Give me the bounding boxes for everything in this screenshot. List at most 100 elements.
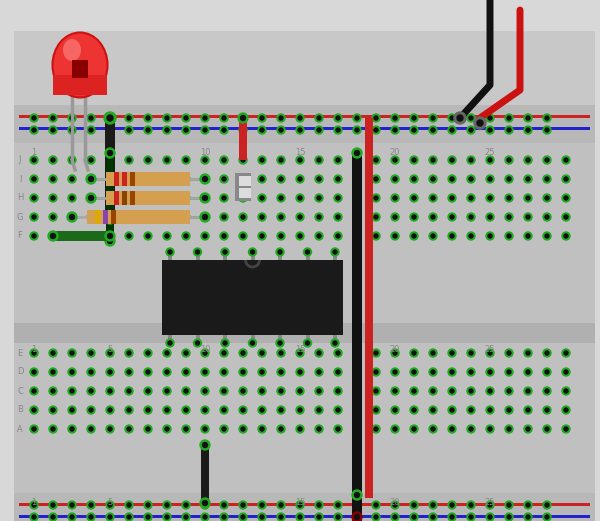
Circle shape	[545, 215, 549, 219]
Circle shape	[146, 158, 150, 162]
Circle shape	[524, 513, 532, 521]
Circle shape	[331, 339, 339, 347]
Circle shape	[317, 234, 321, 238]
Circle shape	[355, 128, 359, 132]
Circle shape	[51, 427, 55, 431]
Circle shape	[201, 349, 209, 357]
Circle shape	[49, 126, 57, 134]
Circle shape	[258, 406, 266, 414]
Circle shape	[315, 156, 323, 164]
Circle shape	[184, 177, 188, 181]
Circle shape	[203, 503, 207, 507]
Circle shape	[203, 234, 207, 238]
Circle shape	[49, 368, 57, 376]
Text: 25: 25	[485, 148, 495, 157]
Circle shape	[241, 389, 245, 393]
Circle shape	[220, 349, 228, 357]
Circle shape	[239, 232, 247, 240]
Circle shape	[507, 128, 511, 132]
Circle shape	[336, 128, 340, 132]
Circle shape	[201, 114, 209, 122]
Circle shape	[203, 215, 208, 219]
Circle shape	[201, 175, 209, 183]
Circle shape	[196, 341, 199, 345]
Circle shape	[146, 215, 150, 219]
Circle shape	[469, 116, 473, 120]
Circle shape	[258, 513, 266, 521]
Circle shape	[488, 234, 492, 238]
Circle shape	[87, 232, 95, 240]
Circle shape	[193, 339, 202, 347]
Circle shape	[334, 114, 342, 122]
Circle shape	[353, 406, 361, 414]
Circle shape	[469, 215, 473, 219]
Circle shape	[543, 126, 551, 134]
Circle shape	[51, 128, 55, 132]
Circle shape	[107, 215, 113, 221]
Circle shape	[248, 339, 257, 347]
Circle shape	[488, 351, 492, 355]
Circle shape	[30, 406, 38, 414]
Text: F: F	[17, 231, 22, 241]
Circle shape	[87, 368, 95, 376]
Circle shape	[277, 175, 285, 183]
Circle shape	[258, 349, 266, 357]
Circle shape	[260, 389, 264, 393]
Circle shape	[374, 158, 378, 162]
Circle shape	[184, 389, 188, 393]
Circle shape	[165, 234, 169, 238]
Circle shape	[412, 389, 416, 393]
Circle shape	[353, 232, 361, 240]
Circle shape	[374, 234, 378, 238]
Circle shape	[296, 349, 304, 357]
Circle shape	[562, 387, 570, 395]
Bar	[239, 118, 247, 160]
Circle shape	[146, 370, 150, 374]
Circle shape	[67, 212, 77, 222]
Circle shape	[279, 351, 283, 355]
Circle shape	[298, 503, 302, 507]
Circle shape	[89, 195, 94, 201]
Circle shape	[315, 175, 323, 183]
Circle shape	[89, 177, 94, 181]
Circle shape	[125, 213, 133, 221]
Circle shape	[127, 515, 131, 519]
Circle shape	[168, 250, 172, 254]
Circle shape	[333, 341, 337, 345]
Circle shape	[564, 370, 568, 374]
Circle shape	[391, 156, 399, 164]
Circle shape	[89, 370, 93, 374]
Circle shape	[239, 406, 247, 414]
Circle shape	[467, 387, 475, 395]
Text: 5: 5	[107, 345, 113, 354]
Bar	[14, 143, 595, 323]
Bar	[111, 210, 116, 224]
Circle shape	[372, 368, 380, 376]
Circle shape	[298, 515, 302, 519]
Circle shape	[108, 128, 112, 132]
Circle shape	[182, 406, 190, 414]
Circle shape	[144, 194, 152, 202]
Circle shape	[163, 368, 171, 376]
Circle shape	[203, 501, 208, 505]
Circle shape	[32, 389, 36, 393]
Circle shape	[277, 349, 285, 357]
Circle shape	[276, 248, 284, 256]
Circle shape	[108, 158, 112, 162]
Circle shape	[488, 116, 492, 120]
Circle shape	[70, 116, 74, 120]
Circle shape	[353, 126, 361, 134]
Circle shape	[431, 503, 435, 507]
Circle shape	[298, 370, 302, 374]
Circle shape	[412, 351, 416, 355]
Circle shape	[298, 351, 302, 355]
Circle shape	[305, 341, 310, 345]
Circle shape	[51, 234, 55, 238]
Circle shape	[334, 425, 342, 433]
Circle shape	[87, 406, 95, 414]
Circle shape	[372, 232, 380, 240]
Circle shape	[562, 406, 570, 414]
Circle shape	[220, 156, 228, 164]
Circle shape	[410, 232, 418, 240]
Circle shape	[222, 234, 226, 238]
